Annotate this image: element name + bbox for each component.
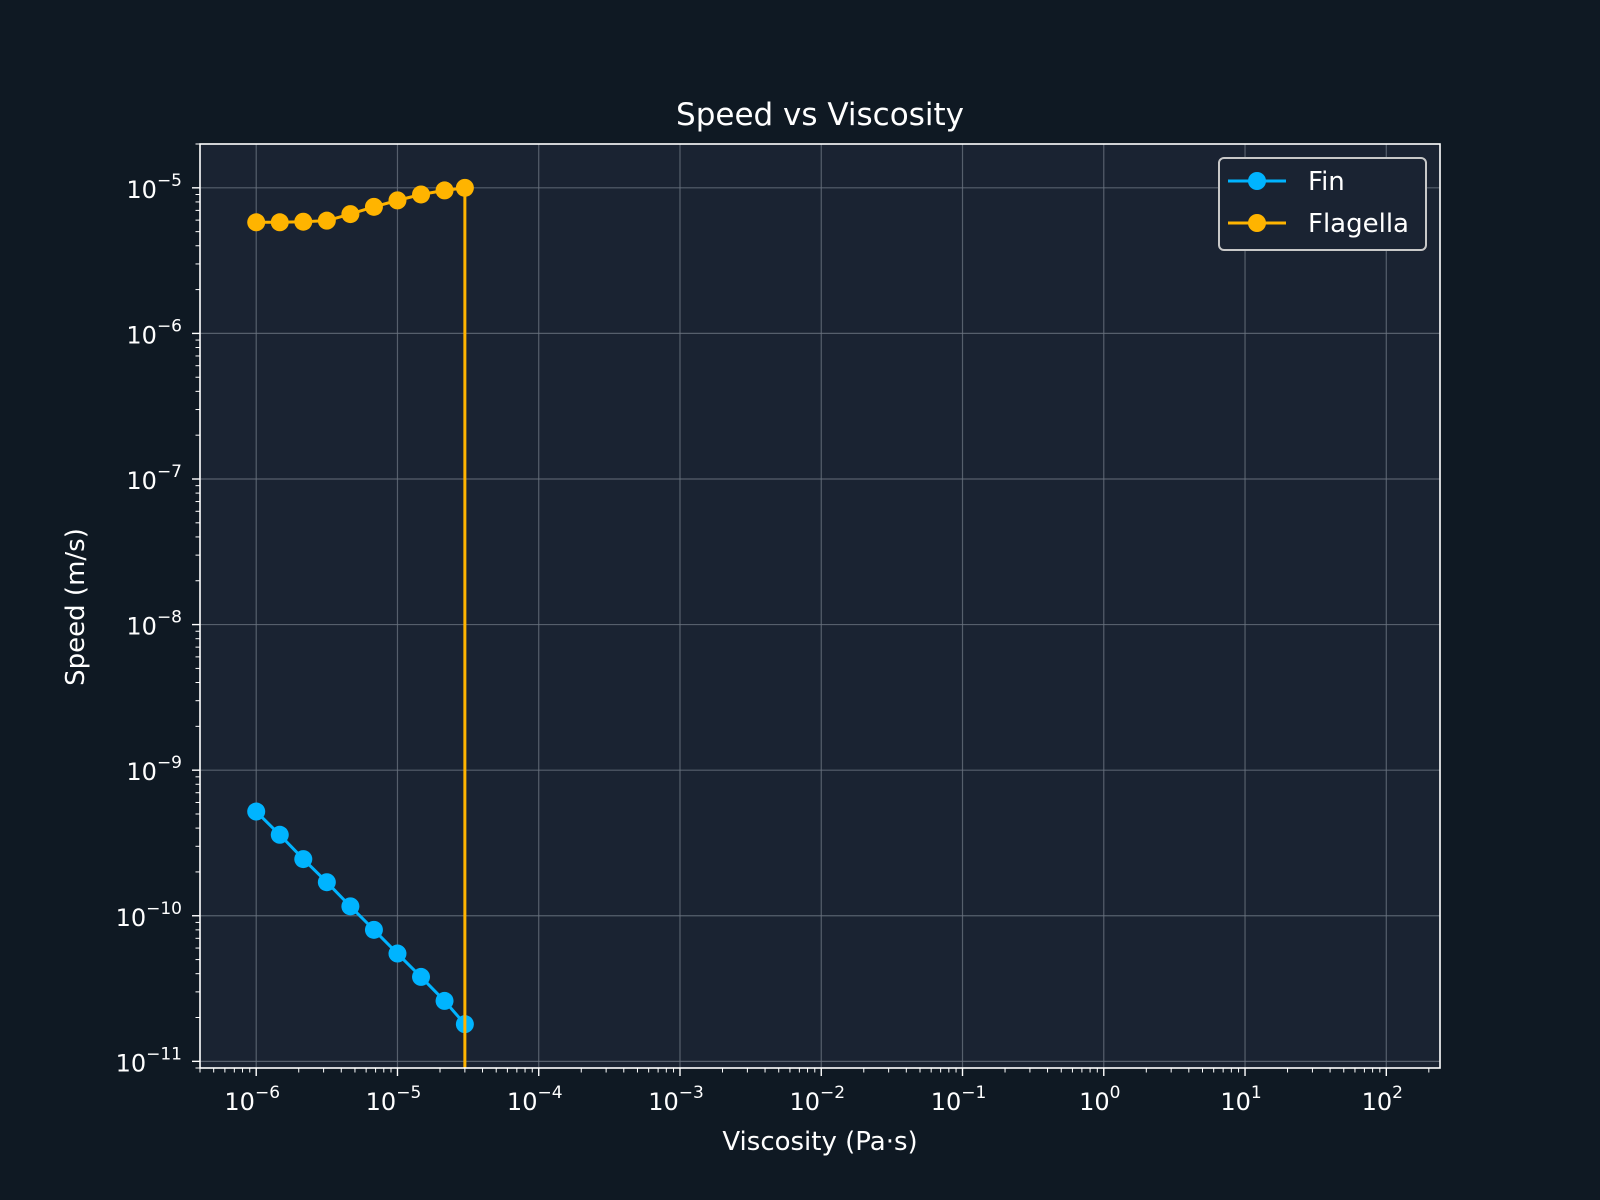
data-point-fin	[270, 825, 289, 844]
data-point-fin	[247, 802, 266, 821]
legend-marker-fin	[1248, 172, 1266, 190]
y-tick-label: 10−10	[116, 899, 182, 932]
y-tick-label: 10−11	[116, 1044, 182, 1077]
x-axis-title: Viscosity (Pa·s)	[722, 1127, 917, 1157]
x-tick-label: 10−1	[931, 1083, 987, 1116]
data-point-fin	[435, 991, 454, 1010]
data-point-flagella	[317, 211, 336, 230]
x-tick-label: 102	[1362, 1083, 1403, 1116]
data-point-fin	[341, 897, 360, 916]
x-tick-label: 10−4	[507, 1083, 563, 1116]
x-tick-label: 10−5	[366, 1083, 422, 1116]
x-tick-label: 100	[1079, 1083, 1120, 1116]
y-tick-label: 10−9	[126, 753, 182, 786]
series-fin	[247, 802, 474, 1034]
legend-marker-flagella	[1248, 214, 1266, 232]
legend-item-fin: Fin	[1228, 167, 1345, 197]
data-point-flagella	[341, 205, 360, 224]
data-point-fin	[294, 850, 313, 869]
x-tick-label: 10−3	[648, 1083, 704, 1116]
y-tick-label: 10−6	[126, 316, 182, 349]
grid	[200, 144, 1440, 1068]
legend-label-flagella: Flagella	[1308, 209, 1409, 239]
legend: Fin Flagella	[1218, 157, 1427, 251]
data-point-fin	[317, 873, 336, 892]
series-flagella	[247, 178, 474, 1068]
series-line-fin	[255, 810, 466, 1026]
data-point-fin	[388, 944, 407, 963]
data-point-flagella	[294, 212, 313, 231]
data-point-flagella	[435, 181, 454, 200]
data-point-flagella	[455, 178, 474, 197]
y-axis-title: Speed (m/s)	[61, 528, 91, 686]
data-point-flagella	[388, 191, 407, 210]
data-point-flagella	[270, 213, 289, 232]
plot-area	[200, 144, 1440, 1068]
x-tick-label: 10−2	[789, 1083, 845, 1116]
data-point-fin	[364, 920, 383, 939]
legend-label-fin: Fin	[1308, 167, 1345, 197]
series-layer	[247, 178, 474, 1068]
x-tick-label: 10−6	[224, 1083, 280, 1116]
data-point-flagella	[412, 185, 431, 204]
legend-item-flagella: Flagella	[1228, 209, 1409, 239]
plot-frame	[199, 143, 1441, 1069]
y-tick-label: 10−5	[126, 171, 182, 204]
data-point-flagella	[247, 213, 266, 232]
data-point-fin	[412, 967, 431, 986]
x-tick-label: 101	[1220, 1083, 1261, 1116]
chart-title: Speed vs Viscosity	[676, 97, 964, 133]
y-tick-label: 10−8	[126, 608, 182, 641]
y-tick-label: 10−7	[126, 462, 182, 495]
data-point-flagella	[364, 197, 383, 216]
ticks: 10−6 10−5 10−4 10−3 10−2 10−1 100 101 102 10−11 10…	[116, 143, 1430, 1116]
